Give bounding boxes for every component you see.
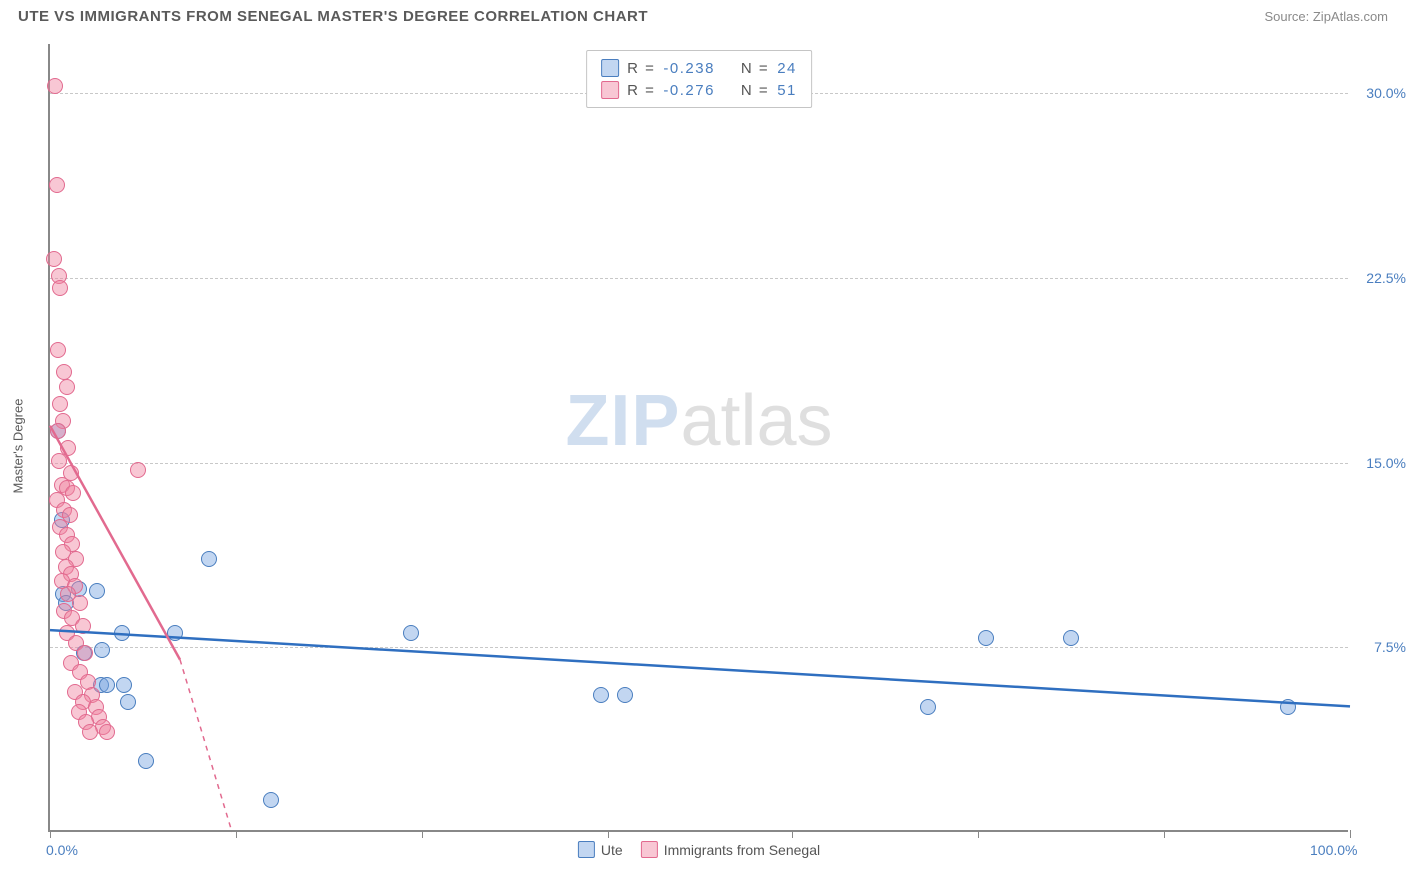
x-tick	[1164, 830, 1165, 838]
legend-item: Immigrants from Senegal	[641, 841, 820, 858]
scatter-point	[50, 342, 66, 358]
gridline-h	[50, 278, 1348, 279]
scatter-point	[263, 792, 279, 808]
legend-r-label: R =	[627, 82, 655, 99]
x-tick	[1350, 830, 1351, 838]
scatter-point	[50, 423, 66, 439]
trend-line	[180, 660, 232, 832]
scatter-point	[167, 625, 183, 641]
scatter-point	[75, 618, 91, 634]
legend-n-value: 24	[777, 60, 797, 77]
scatter-point	[617, 687, 633, 703]
scatter-point	[82, 724, 98, 740]
watermark: ZIPatlas	[565, 380, 832, 462]
chart-header: UTE VS IMMIGRANTS FROM SENEGAL MASTER'S …	[0, 0, 1406, 31]
legend-r-value: -0.238	[663, 60, 715, 77]
scatter-point	[978, 630, 994, 646]
scatter-point	[120, 694, 136, 710]
scatter-point	[593, 687, 609, 703]
x-tick	[978, 830, 979, 838]
y-tick-label: 30.0%	[1366, 85, 1406, 101]
legend-row: R = -0.238 N = 24	[601, 57, 797, 79]
scatter-point	[99, 677, 115, 693]
scatter-point	[130, 462, 146, 478]
legend-r-label: R =	[627, 60, 655, 77]
x-tick	[792, 830, 793, 838]
legend-label: Ute	[601, 842, 623, 858]
scatter-point	[77, 645, 93, 661]
legend-item: Ute	[578, 841, 623, 858]
x-axis-label: 100.0%	[1310, 842, 1357, 858]
source-label: Source: ZipAtlas.com	[1264, 9, 1388, 24]
legend-swatch	[578, 841, 595, 858]
legend-swatch	[641, 841, 658, 858]
scatter-point	[138, 753, 154, 769]
scatter-point	[47, 78, 63, 94]
legend-swatch	[601, 81, 619, 99]
scatter-point	[116, 677, 132, 693]
legend-n-label: N =	[741, 82, 769, 99]
scatter-point	[114, 625, 130, 641]
scatter-point	[89, 583, 105, 599]
watermark-atlas: atlas	[680, 381, 832, 461]
scatter-point	[46, 251, 62, 267]
chart-title: UTE VS IMMIGRANTS FROM SENEGAL MASTER'S …	[18, 8, 648, 25]
trendlines-layer	[50, 44, 1350, 832]
legend-correlation-box: R = -0.238 N = 24 R = -0.276 N = 51	[586, 50, 812, 108]
scatter-point	[49, 177, 65, 193]
y-tick-label: 15.0%	[1366, 455, 1406, 471]
legend-label: Immigrants from Senegal	[664, 842, 820, 858]
scatter-point	[56, 364, 72, 380]
x-tick	[422, 830, 423, 838]
watermark-zip: ZIP	[565, 381, 680, 461]
scatter-point	[52, 396, 68, 412]
x-tick	[236, 830, 237, 838]
scatter-point	[1063, 630, 1079, 646]
scatter-point	[65, 485, 81, 501]
scatter-chart: ZIPatlas 7.5%15.0%22.5%30.0%0.0%100.0%R …	[48, 44, 1348, 832]
y-tick-label: 7.5%	[1374, 639, 1406, 655]
legend-n-label: N =	[741, 60, 769, 77]
legend-r-value: -0.276	[663, 82, 715, 99]
scatter-point	[94, 642, 110, 658]
y-tick-label: 22.5%	[1366, 270, 1406, 286]
scatter-point	[59, 379, 75, 395]
scatter-point	[72, 595, 88, 611]
scatter-point	[52, 280, 68, 296]
scatter-point	[920, 699, 936, 715]
scatter-point	[1280, 699, 1296, 715]
y-axis-label: Master's Degree	[11, 399, 26, 494]
legend-row: R = -0.276 N = 51	[601, 79, 797, 101]
legend-n-value: 51	[777, 82, 797, 99]
scatter-point	[201, 551, 217, 567]
x-axis-label: 0.0%	[46, 842, 78, 858]
gridline-h	[50, 647, 1348, 648]
legend-swatch	[601, 59, 619, 77]
scatter-point	[99, 724, 115, 740]
scatter-point	[403, 625, 419, 641]
legend-series: Ute Immigrants from Senegal	[578, 841, 820, 858]
x-tick	[608, 830, 609, 838]
x-tick	[50, 830, 51, 838]
trend-line	[50, 630, 1350, 706]
gridline-h	[50, 463, 1348, 464]
